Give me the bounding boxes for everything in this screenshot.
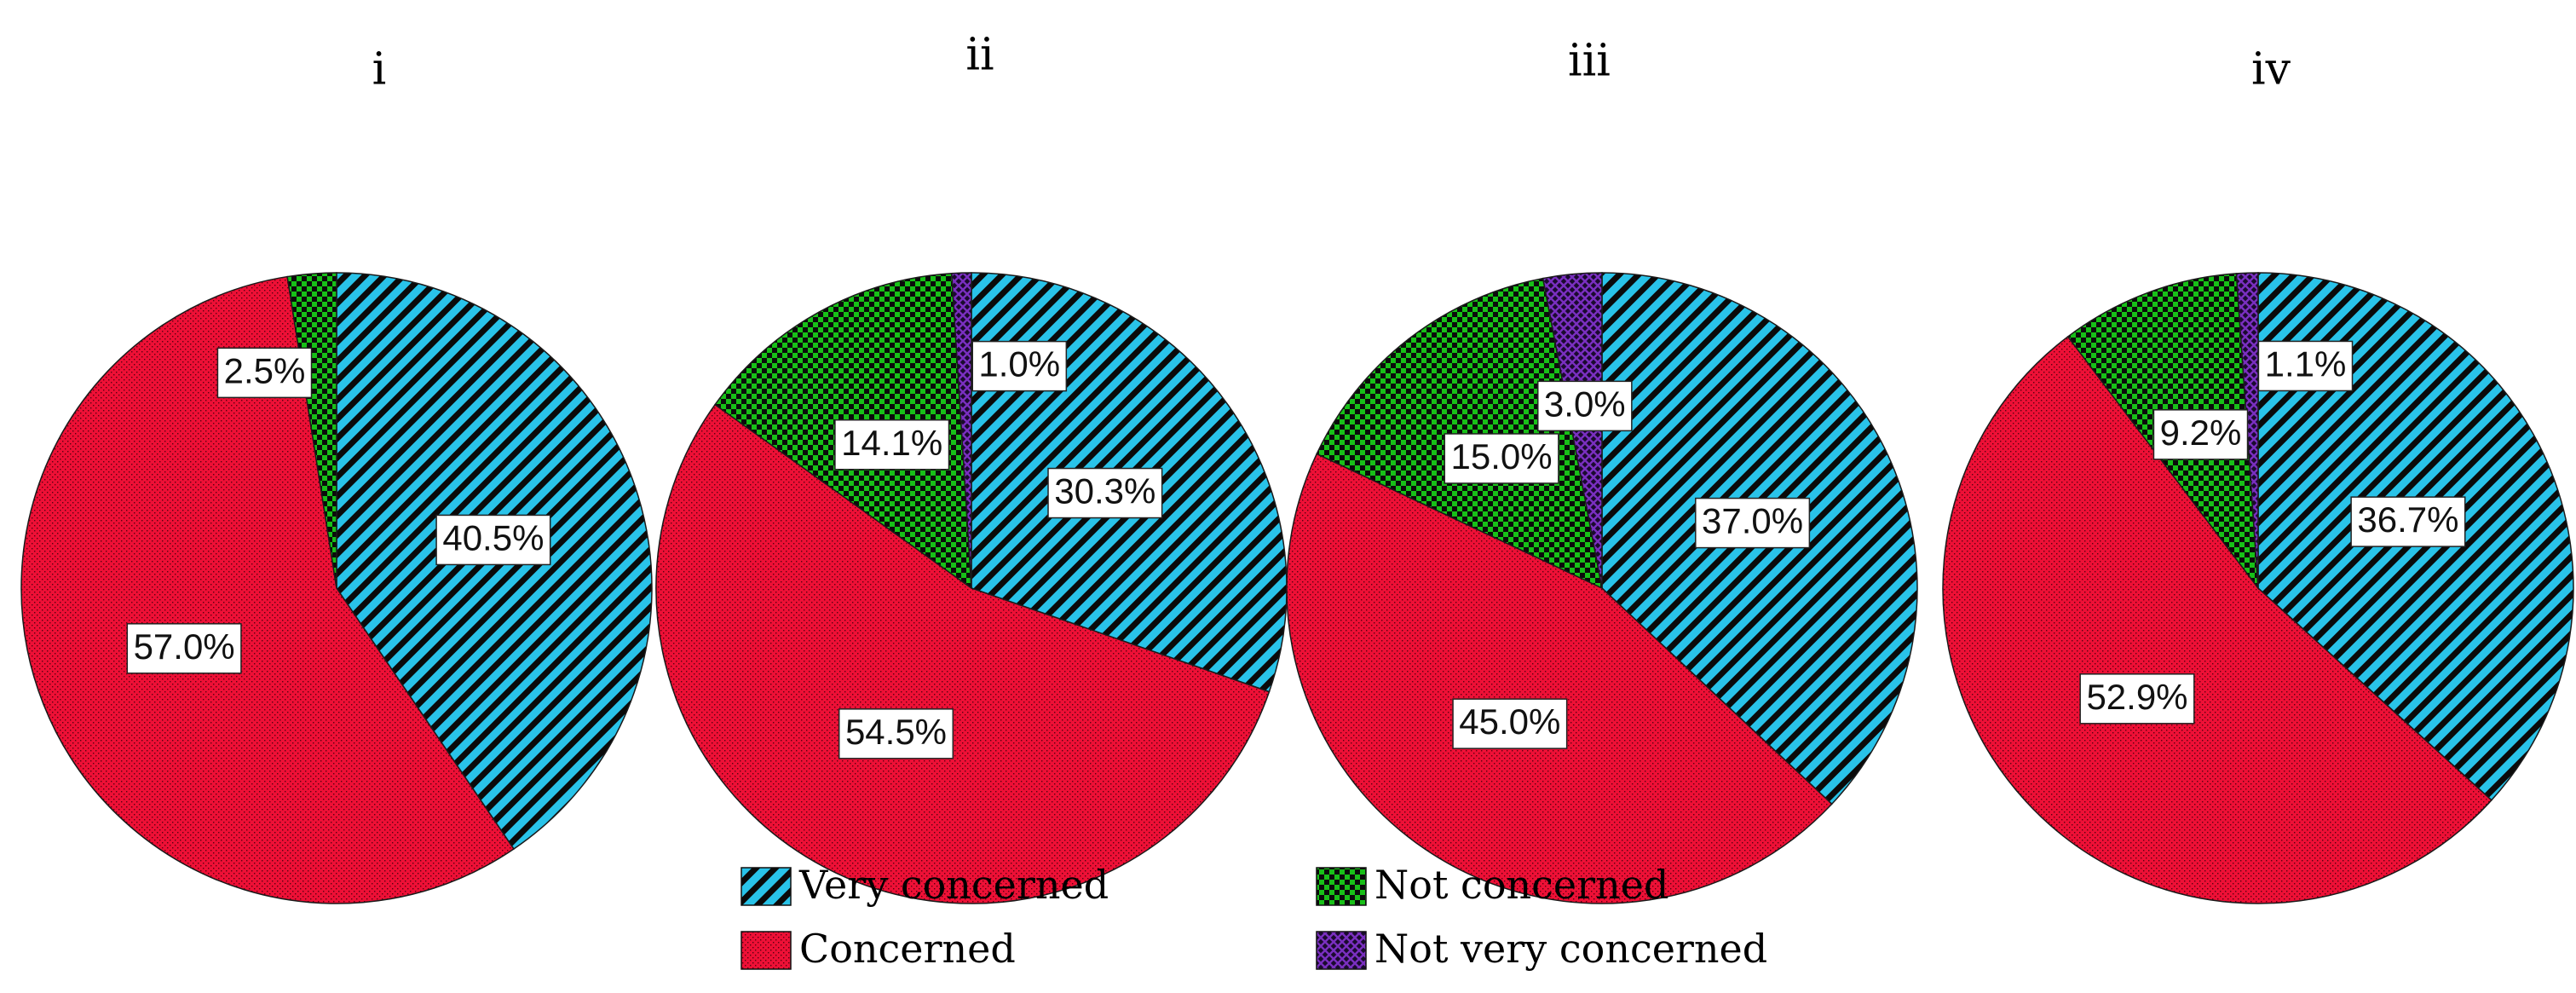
svg-text:36.7%: 36.7% <box>2357 499 2458 540</box>
svg-text:54.5%: 54.5% <box>845 712 947 752</box>
data-label: 14.1% <box>834 419 950 471</box>
svg-text:2.5%: 2.5% <box>224 350 306 390</box>
svg-text:3.0%: 3.0% <box>1544 384 1626 424</box>
legend-swatch <box>1316 867 1367 906</box>
pie-title: iii <box>1568 36 1611 87</box>
legend-swatch <box>741 867 792 906</box>
pie-title: iv <box>2251 44 2291 95</box>
svg-text:1.0%: 1.0% <box>978 344 1060 384</box>
svg-text:9.2%: 9.2% <box>2160 413 2242 453</box>
pie-chart-3: iii 37.0% 45.0% 15.0% 3.0% <box>1286 36 1918 904</box>
legend-item-notc: Not concerned <box>1316 862 1668 908</box>
svg-text:14.1%: 14.1% <box>841 423 942 463</box>
svg-text:30.3%: 30.3% <box>1054 471 1155 511</box>
data-label: 30.3% <box>1047 467 1163 519</box>
pie-title: i <box>372 44 387 95</box>
data-label: 15.0% <box>1444 433 1559 484</box>
data-label: 40.5% <box>435 514 551 566</box>
data-label: 57.0% <box>126 623 242 674</box>
pie-title: ii <box>965 30 994 81</box>
svg-text:15.0%: 15.0% <box>1451 436 1553 476</box>
data-label: 36.7% <box>2350 496 2466 547</box>
legend-item-very: Very concerned <box>741 862 1109 908</box>
pie-chart-1: i 40.5% 57.0% 2.5% <box>20 44 653 904</box>
svg-text:57.0%: 57.0% <box>134 626 235 667</box>
data-label: 3.0% <box>1537 380 1633 432</box>
svg-text:1.1%: 1.1% <box>2265 344 2347 384</box>
svg-text:37.0%: 37.0% <box>1702 501 1803 541</box>
pie-chart-4: iv 36.7% 52.9% 9.2% 1.1% <box>1942 44 2574 904</box>
pie-slice-conc <box>655 403 1271 904</box>
data-label: 9.2% <box>2152 409 2249 460</box>
data-label: 2.5% <box>216 347 313 399</box>
data-label: 1.0% <box>971 340 1068 392</box>
legend-item-conc: Concerned <box>741 926 1016 972</box>
legend-item-notv: Not very concerned <box>1316 926 1767 972</box>
legend-label: Not very concerned <box>1374 926 1767 972</box>
data-label: 37.0% <box>1695 497 1811 549</box>
legend-swatch <box>741 931 792 970</box>
legend-label: Not concerned <box>1374 862 1668 908</box>
pie-slice-conc <box>20 275 516 904</box>
data-label: 45.0% <box>1452 698 1568 749</box>
data-label: 1.1% <box>2257 340 2354 392</box>
data-label: 52.9% <box>2079 673 2195 725</box>
svg-text:40.5%: 40.5% <box>442 518 544 558</box>
legend-label: Very concerned <box>798 862 1109 908</box>
pie-slice-conc <box>1286 453 1833 904</box>
legend-label: Concerned <box>799 926 1016 972</box>
legend-swatch <box>1316 931 1367 970</box>
pie-slice-notv <box>950 272 972 589</box>
svg-text:52.9%: 52.9% <box>2086 677 2187 717</box>
data-label: 54.5% <box>838 708 954 759</box>
pie-slice-conc <box>1942 335 2492 904</box>
svg-text:45.0%: 45.0% <box>1459 701 1560 742</box>
pie-chart-2: ii 30.3% 54.5% 14.1% 1.0% <box>655 30 1288 904</box>
legend: Very concerned Not concerned Concerned Not … <box>741 862 1767 972</box>
